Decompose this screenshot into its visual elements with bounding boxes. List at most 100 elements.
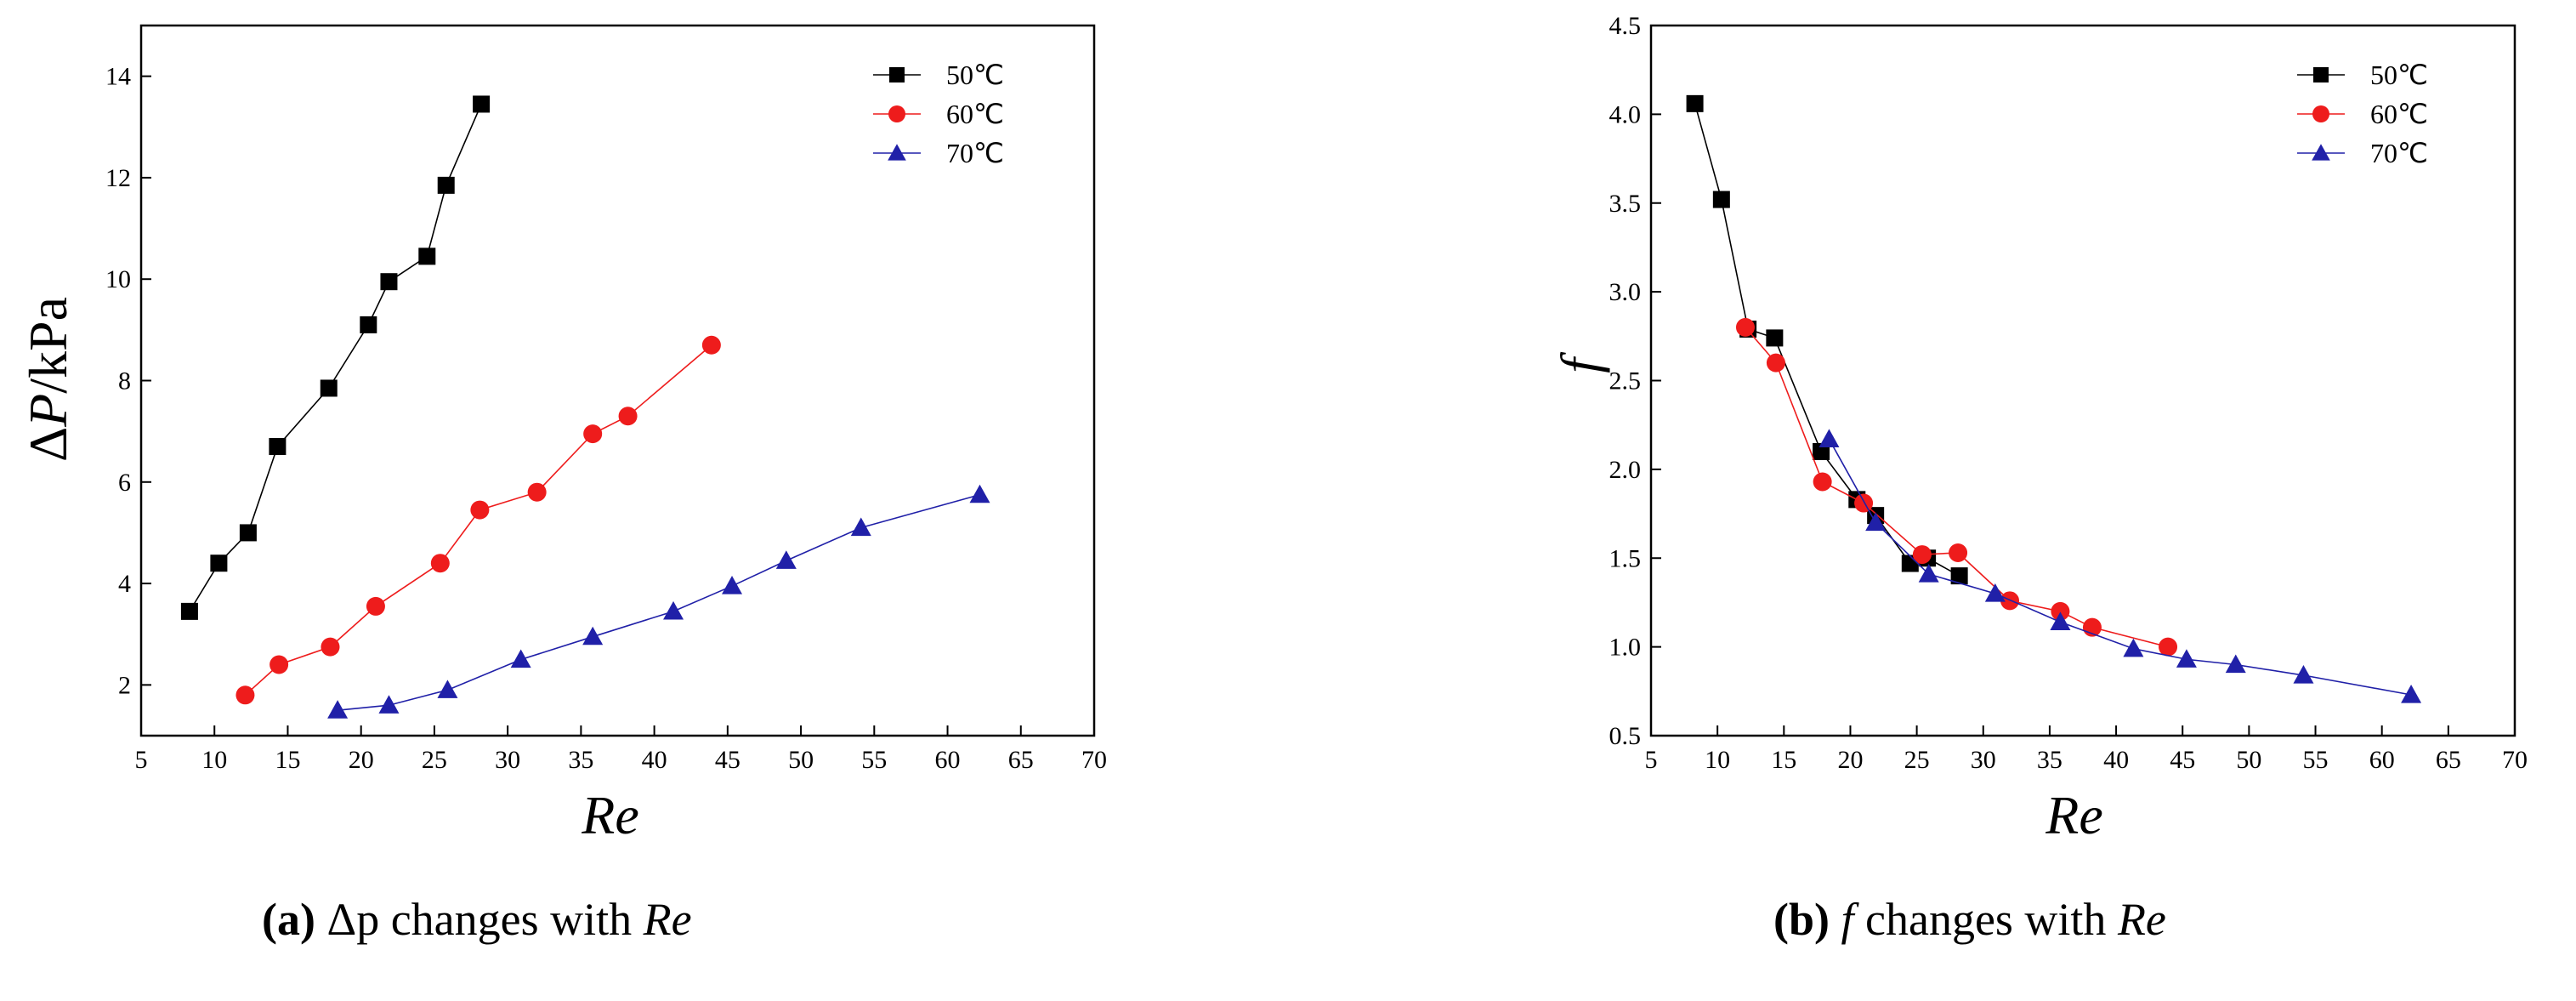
chart-a-series-3-point-2 — [378, 695, 400, 714]
chart-b-x-tick-label-55: 55 — [2303, 746, 2329, 774]
chart-b-series-1-point-5 — [1813, 443, 1830, 460]
chart-a-y-tick-label-10: 10 — [105, 265, 131, 293]
chart-b-series-1-point-2 — [1712, 191, 1730, 208]
chart-a-y-tick-label-2: 2 — [118, 671, 131, 699]
chart-b-series-2-line — [1745, 327, 2169, 648]
chart-b-y-tick-label-4: 4.0 — [1609, 100, 1642, 128]
chart-a-series-3-point-5 — [582, 626, 604, 646]
chart-a-series-3-point-6 — [663, 600, 684, 620]
chart-a-legend-label-2: 60℃ — [946, 99, 1004, 129]
chart-a-legend-marker-1 — [889, 67, 905, 82]
chart-a-y-tick-label-12: 12 — [105, 164, 131, 192]
chart-a-y-tick-label-14: 14 — [105, 63, 131, 91]
chart-b-series-2-point-4 — [1854, 493, 1874, 513]
chart-a-series-3-point-7 — [722, 576, 743, 594]
chart-a-series-2-point-4 — [366, 596, 385, 616]
chart-b-series-3-line — [1828, 438, 2412, 696]
chart-b-x-tick-label-10: 10 — [1705, 746, 1730, 774]
chart-a-series-1-point-3 — [239, 524, 257, 542]
chart-b-y-tick-label-1: 1.0 — [1609, 634, 1642, 662]
chart-b-x-tick-label-60: 60 — [2369, 746, 2395, 774]
chart-a-x-tick-label-5: 5 — [135, 746, 148, 774]
chart-a-series-2-point-9 — [618, 407, 638, 426]
chart-b-series-3 — [1819, 429, 2422, 703]
chart-b-x-tick-label-25: 25 — [1904, 746, 1930, 774]
chart-a-series-2-point-3 — [321, 637, 340, 657]
chart-a-series-3 — [327, 484, 990, 719]
chart-b-x-tick-label-40: 40 — [2103, 746, 2129, 774]
caption-a-text: changes with — [390, 894, 633, 945]
chart-b-y-axis-label: f — [1550, 351, 1610, 373]
caption-b-re: Re — [2117, 894, 2166, 945]
chart-a-series-2 — [235, 335, 721, 705]
chart-a-series-2-point-6 — [470, 500, 490, 520]
chart-b-legend-label-3: 70℃ — [2370, 138, 2428, 168]
chart-a-series-3-point-1 — [327, 700, 349, 719]
chart-a-series-2-point-2 — [270, 655, 289, 674]
chart-b-legend-label-1: 50℃ — [2370, 60, 2428, 90]
chart-b-series-3-point-2 — [1865, 512, 1887, 532]
chart-b-legend-marker-1 — [2313, 67, 2329, 82]
chart-b-series-3-point-8 — [2225, 654, 2246, 674]
chart-b-series-1-line — [1694, 103, 1960, 577]
chart-a-series-2-point-10 — [701, 335, 721, 355]
chart-b-series-3-point-5 — [2050, 611, 2071, 630]
panel-b-friction-factor-chart: 5 10 15 20 25 30 35 40 45 50 55 60 65 70 0.5 1.0 1.5 2.0 2… — [1550, 12, 2528, 845]
chart-b-x-tick-label-35: 35 — [2037, 746, 2063, 774]
chart-b-x-tick-label-30: 30 — [1971, 746, 1996, 774]
caption-b-label: (b) — [1773, 894, 1830, 945]
chart-a-series-1-point-8 — [418, 247, 436, 265]
chart-b-x-tick-label-45: 45 — [2170, 746, 2195, 774]
chart-a-x-tick-label-70: 70 — [1081, 746, 1107, 774]
caption-a-label: (a) — [262, 894, 315, 945]
chart-a-series-1-point-2 — [210, 555, 228, 572]
chart-b-series-2-point-1 — [1735, 317, 1755, 337]
chart-a-x-tick-label-20: 20 — [349, 746, 374, 774]
chart-a-series-1-point-7 — [380, 273, 398, 291]
chart-b-y-tick-label-2: 2.0 — [1609, 456, 1642, 484]
chart-b-x-tick-label-20: 20 — [1837, 746, 1863, 774]
chart-a-series-1-point-10 — [473, 95, 491, 113]
chart-b-y-tick-label-3: 3.0 — [1609, 278, 1642, 306]
caption-b: (b) f changes with Re — [1773, 893, 2166, 946]
chart-b-series-2-point-5 — [1912, 545, 1932, 565]
chart-b-series-3-point-3 — [1918, 564, 1939, 583]
chart-a-series-2-line — [244, 344, 712, 696]
chart-a-series-2-point-1 — [235, 685, 255, 705]
chart-a-x-tick-label-15: 15 — [275, 746, 300, 774]
chart-a-x-tick-label-35: 35 — [568, 746, 593, 774]
chart-b-series-3-point-9 — [2293, 665, 2314, 684]
chart-b-series-2-point-6 — [1949, 543, 1968, 562]
chart-a-x-tick-label-65: 65 — [1008, 746, 1034, 774]
chart-a-series-2-point-8 — [583, 424, 603, 444]
chart-a-series-2-point-7 — [527, 482, 547, 502]
chart-b-series-3-point-6 — [2123, 638, 2144, 657]
chart-a-series-1-point-5 — [320, 379, 338, 397]
chart-a-series-1-line — [189, 104, 482, 612]
chart-b-series-2-point-2 — [1766, 353, 1785, 373]
chart-b-x-tick-label-50: 50 — [2236, 746, 2261, 774]
chart-a-y-tick-label-6: 6 — [118, 469, 131, 497]
chart-a-x-tick-label-45: 45 — [715, 746, 740, 774]
chart-a-legend-marker-2 — [888, 105, 905, 122]
caption-a-symbol: Δp — [326, 894, 380, 945]
chart-b-legend-marker-3 — [2312, 144, 2330, 161]
chart-b-series-3-point-10 — [2401, 684, 2422, 703]
chart-b-x-tick-label-65: 65 — [2436, 746, 2461, 774]
chart-a-series-3-point-8 — [775, 550, 797, 569]
caption-a: (a) Δp changes with Re — [262, 893, 692, 946]
chart-b-series-2 — [1735, 317, 2178, 657]
chart-a-x-tick-label-10: 10 — [201, 746, 227, 774]
chart-b-series-2-point-10 — [2159, 637, 2178, 657]
chart-b-series-1-point-4 — [1766, 329, 1784, 347]
chart-a-legend-label-1: 50℃ — [946, 60, 1004, 90]
caption-b-text: changes with — [1865, 894, 2107, 945]
chart-b-y-tick-label-4.5: 4.5 — [1609, 12, 1642, 40]
chart-a-series-3-point-3 — [437, 680, 458, 698]
chart-b-series-1-point-1 — [1686, 94, 1704, 112]
chart-b-series-3-point-1 — [1819, 429, 1840, 447]
chart-b-x-tick-label-70: 70 — [2502, 746, 2528, 774]
chart-a-legend: 50℃ 60℃ 70℃ — [873, 60, 1004, 168]
chart-b-legend: 50℃ 60℃ 70℃ — [2297, 60, 2428, 168]
